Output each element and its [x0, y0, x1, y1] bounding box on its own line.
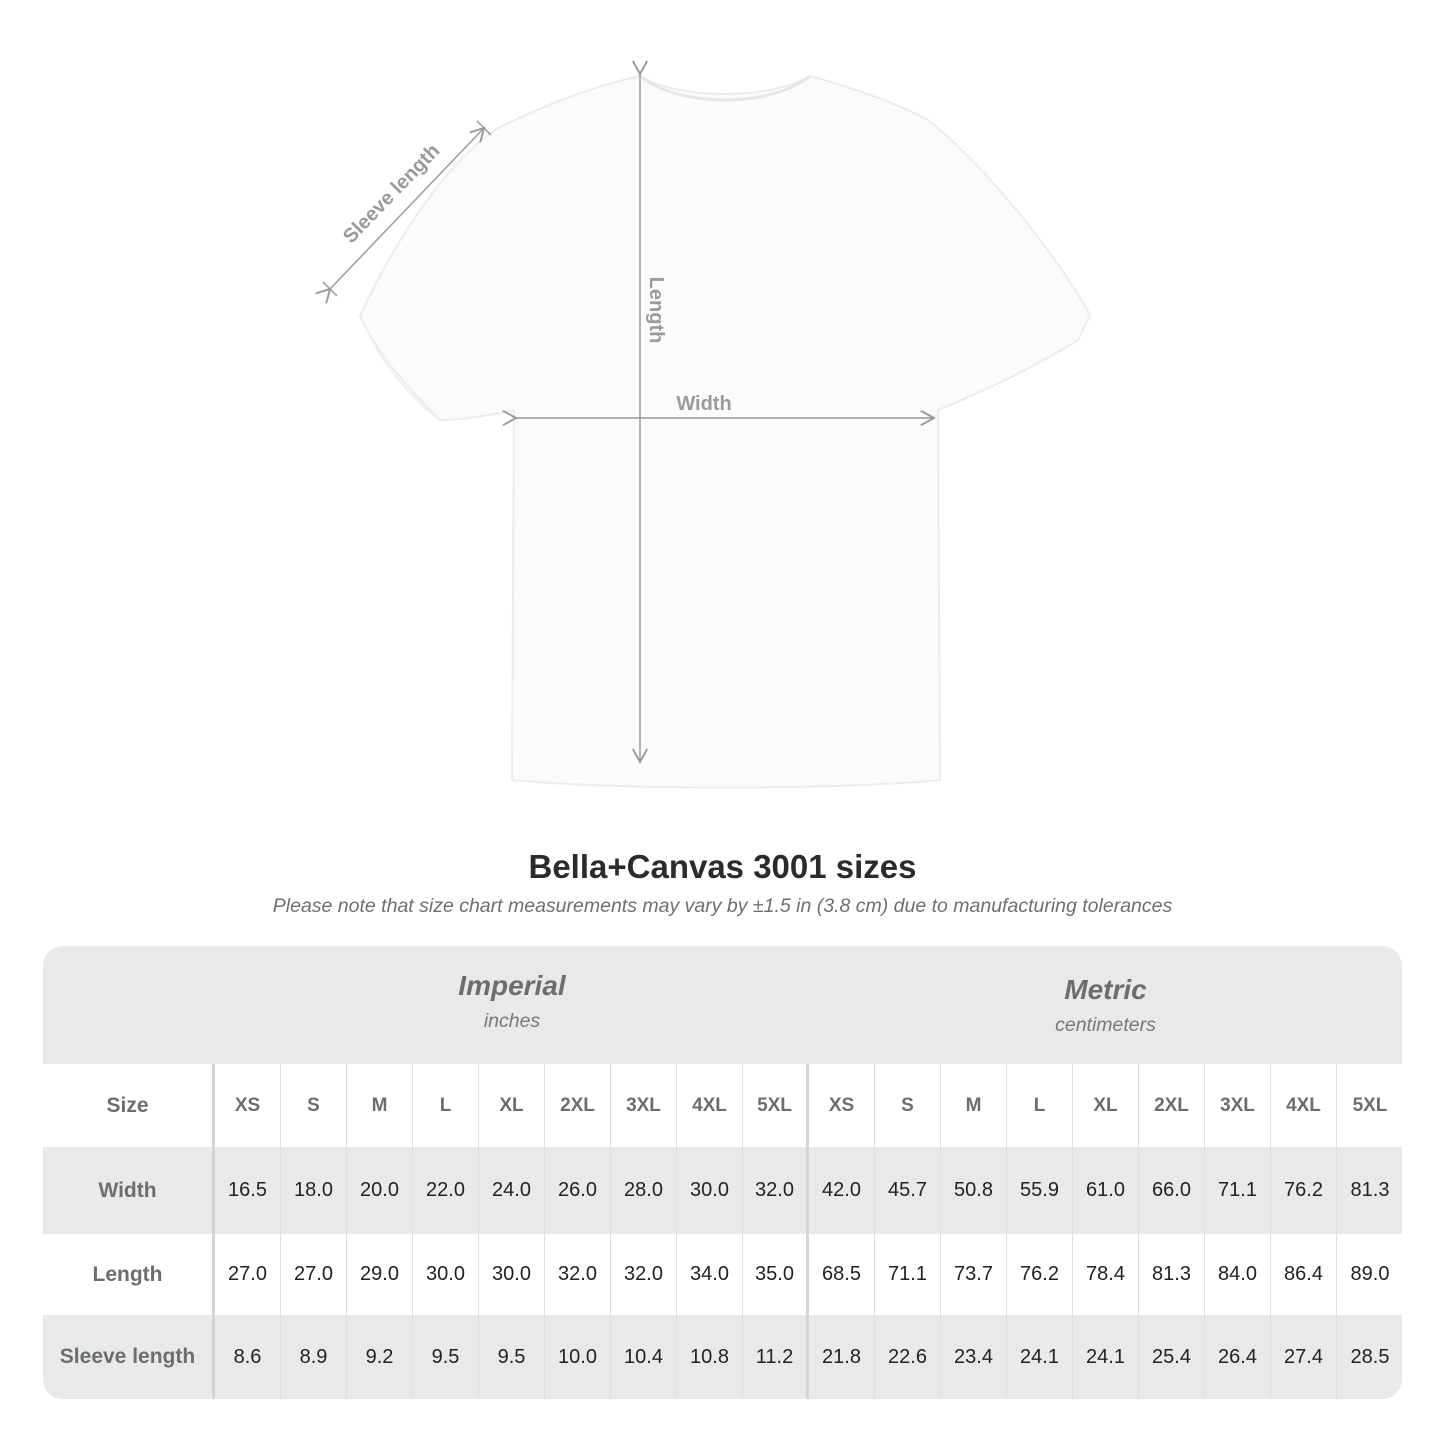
table-cell: 24.0 [479, 1147, 545, 1234]
row-label: Sleeve length [43, 1315, 215, 1399]
table-cell: 71.1 [875, 1234, 941, 1315]
row-label: Size [43, 1064, 215, 1147]
table-cell: 32.0 [545, 1234, 611, 1315]
table-cell: 76.2 [1271, 1147, 1337, 1234]
imperial-header: Imperial inches [215, 970, 809, 1088]
size-header-cell: XS [809, 1064, 875, 1147]
table-cell: 26.0 [545, 1147, 611, 1234]
size-header-cell: 2XL [545, 1064, 611, 1147]
width-label: Width [676, 393, 731, 415]
chart-title: Bella+Canvas 3001 sizes [528, 848, 917, 885]
size-header-cell: 5XL [743, 1064, 809, 1147]
table-cell: 71.1 [1205, 1147, 1271, 1234]
table-cell: 68.5 [809, 1234, 875, 1315]
table-cell: 30.0 [413, 1234, 479, 1315]
table-cell: 16.5 [215, 1147, 281, 1234]
table-cell: 34.0 [677, 1234, 743, 1315]
size-table: Imperial inches Metric centimeters Size X… [43, 946, 1402, 1399]
size-header-cell: 3XL [1205, 1064, 1271, 1147]
table-cell: 86.4 [1271, 1234, 1337, 1315]
size-header-cell: XS [215, 1064, 281, 1147]
table-cell: 23.4 [941, 1315, 1007, 1399]
table-cell: 24.1 [1073, 1315, 1139, 1399]
row-label: Width [43, 1147, 215, 1234]
table-cell: 26.4 [1205, 1315, 1271, 1399]
table-cell: 29.0 [347, 1234, 413, 1315]
size-header-cell: S [281, 1064, 347, 1147]
size-header-cell: M [347, 1064, 413, 1147]
size-header-cell: L [1007, 1064, 1073, 1147]
table-cell: 42.0 [809, 1147, 875, 1234]
tshirt-shape [358, 74, 1092, 789]
table-cell: 9.5 [413, 1315, 479, 1399]
tolerance-note: Please note that size chart measurements… [272, 895, 1173, 917]
imperial-unit: inches [483, 1010, 541, 1032]
table-cell: 10.8 [677, 1315, 743, 1399]
table-cell: 32.0 [743, 1147, 809, 1234]
table-cell: 11.2 [743, 1315, 809, 1399]
table-cell: 76.2 [1007, 1234, 1073, 1315]
row-label: Length [43, 1234, 215, 1315]
size-header-cell: 3XL [611, 1064, 677, 1147]
table-row-length: Length 27.0 27.0 29.0 30.0 30.0 32.0 32.0 34.0 35… [43, 1234, 1402, 1315]
size-header-cell: L [413, 1064, 479, 1147]
table-cell: 28.0 [611, 1147, 677, 1234]
table-cell: 84.0 [1205, 1234, 1271, 1315]
size-header-cell: 5XL [1352, 1094, 1388, 1116]
size-header-cell: XL [479, 1064, 545, 1147]
table-cell: 27.4 [1271, 1315, 1337, 1399]
table-cell: 89.0 [1350, 1263, 1390, 1285]
table-cell: 9.2 [347, 1315, 413, 1399]
size-header-cell: M [941, 1064, 1007, 1147]
table-cell: 30.0 [479, 1234, 545, 1315]
table-cell: 73.7 [941, 1234, 1007, 1315]
length-label: Length [645, 277, 667, 344]
table-row-width: Width 16.5 18.0 20.0 22.0 24.0 26.0 28.0 30.0 32.… [43, 1147, 1402, 1234]
size-header-cell: 2XL [1139, 1064, 1205, 1147]
table-cell: 35.0 [743, 1234, 809, 1315]
table-cell: 8.9 [281, 1315, 347, 1399]
table-cell: 27.0 [281, 1234, 347, 1315]
table-cell: 25.4 [1139, 1315, 1205, 1399]
table-cell: 10.4 [611, 1315, 677, 1399]
table-cell: 32.0 [611, 1234, 677, 1315]
table-cell: 9.5 [479, 1315, 545, 1399]
imperial-label: Imperial [458, 970, 566, 1001]
table-cell: 20.0 [347, 1147, 413, 1234]
metric-unit: centimeters [1055, 1014, 1156, 1036]
table-cell: 22.6 [875, 1315, 941, 1399]
size-header-cell: 4XL [1271, 1064, 1337, 1147]
table-cell: 18.0 [281, 1147, 347, 1234]
table-cell: 66.0 [1139, 1147, 1205, 1234]
table-cell: 61.0 [1073, 1147, 1139, 1234]
table-cell: 50.8 [941, 1147, 1007, 1234]
table-cell: 24.1 [1007, 1315, 1073, 1399]
size-header-cell: XL [1073, 1064, 1139, 1147]
table-cell: 21.8 [809, 1315, 875, 1399]
table-cell: 81.3 [1350, 1179, 1390, 1201]
table-cell: 28.5 [1350, 1345, 1390, 1368]
table-cell: 27.0 [215, 1234, 281, 1315]
size-header-cell: 4XL [677, 1064, 743, 1147]
table-cell: 81.3 [1139, 1234, 1205, 1315]
tshirt-diagram: Width Length Sleeve length [0, 0, 1092, 789]
sleeve-arrow [330, 128, 484, 289]
table-cell: 8.6 [215, 1315, 281, 1399]
table-cell: 30.0 [677, 1147, 743, 1234]
metric-header: Metric centimeters [809, 974, 1402, 1092]
table-cell: 45.7 [875, 1147, 941, 1234]
metric-label: Metric [1064, 974, 1147, 1005]
size-header-row: Size XS S M L XL 2XL 3XL 4XL 5XL XS S M L XL 2XL 3XL 4XL 5… [43, 1064, 1402, 1147]
table-cell: 55.9 [1007, 1147, 1073, 1234]
size-header-cell: S [875, 1064, 941, 1147]
table-row-sleeve-length: Sleeve length 8.6 8.9 9.2 9.5 9.5 10.0 10.4 10.8… [43, 1315, 1402, 1399]
table-cell: 78.4 [1073, 1234, 1139, 1315]
table-cell: 22.0 [413, 1147, 479, 1234]
table-cell: 10.0 [545, 1315, 611, 1399]
